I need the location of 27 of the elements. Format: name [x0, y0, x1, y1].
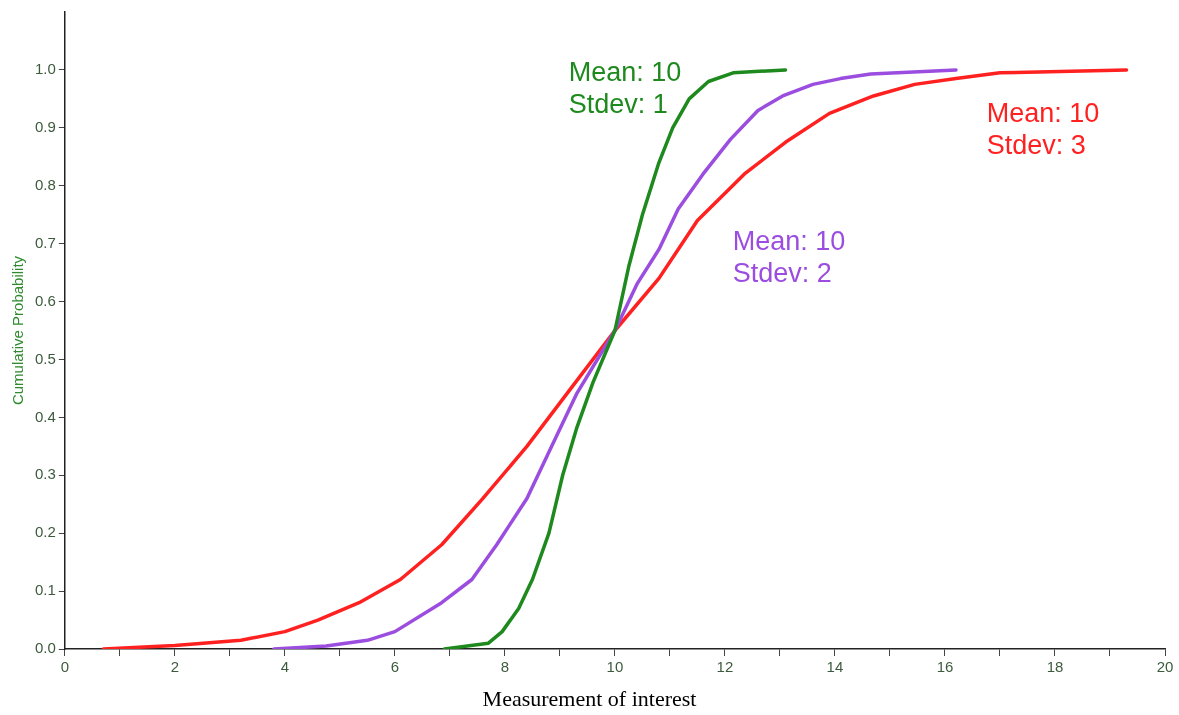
y-tick-label: 0.1 — [34, 581, 56, 599]
y-tick-label: 1.0 — [34, 60, 56, 78]
x-tick-label: 14 — [826, 658, 844, 676]
x-tick-label: 16 — [936, 658, 954, 676]
x-axis-title: Measurement of interest — [481, 686, 698, 712]
y-tick-label: 0.8 — [34, 175, 56, 193]
annotation: Mean: 10 Stdev: 3 — [986, 98, 1100, 161]
x-tick-label: 6 — [390, 658, 400, 676]
x-tick-label: 12 — [716, 658, 734, 676]
y-tick-label: 0.6 — [34, 291, 56, 309]
y-tick-label: 0.3 — [34, 465, 56, 483]
x-tick-label: 2 — [170, 658, 180, 676]
y-tick-label: 0.2 — [34, 523, 56, 541]
x-tick-label: 4 — [280, 658, 290, 676]
x-tick-label: 10 — [606, 658, 624, 676]
y-axis-title: Cumulative Probability — [9, 255, 27, 406]
y-tick-label: 0.9 — [34, 117, 56, 135]
y-tick-label: 0.0 — [34, 639, 56, 657]
annotation: Mean: 10 Stdev: 2 — [732, 225, 846, 288]
y-tick-label: 0.7 — [34, 233, 56, 251]
x-tick-label: 8 — [500, 658, 510, 676]
x-tick-label: 20 — [1156, 658, 1174, 676]
y-tick-label: 0.5 — [34, 349, 56, 367]
x-tick-label: 18 — [1046, 658, 1064, 676]
y-tick-label: 0.4 — [34, 407, 56, 425]
annotation: Mean: 10 Stdev: 1 — [568, 56, 682, 119]
x-tick-label: 0 — [60, 658, 70, 676]
